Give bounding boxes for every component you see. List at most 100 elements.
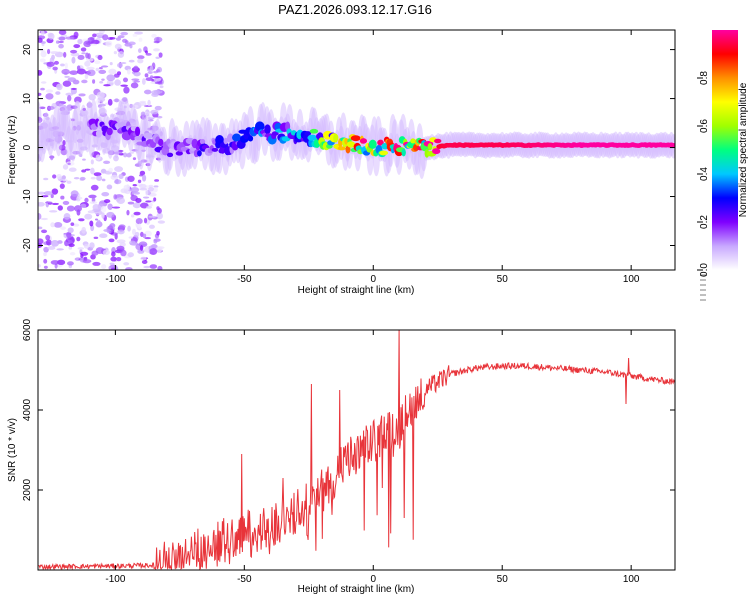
spectrogram-noise-speck	[56, 259, 66, 266]
spectrogram-ridge-blob	[232, 133, 242, 142]
spectrogram-noise-speck	[84, 168, 91, 171]
spectrogram-noise-speck	[156, 230, 160, 236]
spectrogram-noise-speck	[90, 176, 96, 180]
spectrogram-ridge-blob	[432, 148, 441, 155]
spectrogram-noise-speck	[55, 40, 60, 44]
spectrogram-noise-speck	[77, 38, 83, 45]
spectrogram-noise-speck	[38, 238, 44, 245]
spectrogram-x-label: Height of straight line (km)	[298, 285, 415, 296]
spectrogram-noise-speck	[144, 73, 149, 78]
spectrogram-noise-speck	[132, 157, 137, 161]
spectrogram-noise-speck	[151, 33, 157, 38]
spectrogram-noise-speck	[99, 80, 104, 84]
spectrogram-noise-speck	[110, 256, 117, 262]
spectrogram-noise-speck	[56, 248, 64, 251]
spectrogram-noise-speck	[116, 257, 122, 262]
spectrogram-noise-speck	[66, 205, 75, 212]
spectrogram-frame	[37, 29, 676, 271]
spectrogram-noise-speck	[44, 201, 53, 204]
y-tick-label: 20	[22, 44, 33, 56]
spectrogram-noise-speck	[40, 87, 45, 91]
spectrogram-noise-speck	[90, 159, 94, 165]
spectrogram-noise-speck	[118, 224, 126, 229]
spectrogram-noise-speck	[93, 236, 99, 239]
spectrogram-noise-speck	[112, 206, 121, 209]
spectrogram-noise-speck	[117, 35, 125, 39]
spectrogram-ridge-blob	[307, 134, 318, 141]
spectrogram-noise-speck	[59, 183, 65, 189]
spectrogram-noise-speck	[38, 69, 43, 76]
spectrogram-noise-speck	[43, 62, 47, 65]
spectrogram-noise-speck	[93, 172, 102, 177]
spectrogram-noise-speck	[148, 215, 157, 218]
spectrogram-ridge-blob	[255, 121, 265, 132]
spectrogram-noise-speck	[108, 68, 117, 75]
spectrogram-ridge-blob	[143, 132, 154, 139]
colorbar-tick-label: 0.2	[699, 215, 710, 229]
spectrogram-y-label: Frequency (Hz)	[7, 116, 18, 185]
spectrogram-noise-speck	[43, 191, 53, 196]
spectrogram-noise-speck	[138, 37, 143, 42]
spectrogram-ridge-blob	[350, 135, 361, 142]
spectrogram-noise-speck	[45, 93, 54, 100]
spectrogram-noise-speck	[114, 43, 122, 50]
snr-x-label: Height of straight line (km)	[298, 584, 415, 595]
spectrogram-noise-speck	[64, 75, 70, 78]
spectrogram-ridge-blob	[333, 133, 339, 143]
x-tick-label: 0	[370, 574, 376, 585]
spectrogram-noise-speck	[132, 33, 138, 37]
spectrogram-noise-speck	[156, 66, 163, 73]
spectrogram-ridge-blob	[379, 150, 389, 156]
spectrogram-noise-speck	[129, 240, 136, 245]
spectrogram-ridge-blob	[199, 138, 206, 145]
spectrogram-noise-speck	[130, 186, 140, 193]
spectrogram-noise-speck	[45, 234, 51, 241]
spectrogram-noise-speck	[145, 77, 153, 82]
spectrogram-noise-speck	[126, 209, 130, 216]
spectrogram-noise-speck	[81, 52, 86, 55]
spectrogram-noise-speck	[149, 264, 158, 269]
spectrogram-noise-speck	[153, 90, 163, 94]
colorbar: 0.0 0.2 0.4 0.6 0.8 Normalized spectral ampl…	[697, 30, 749, 301]
spectrogram-noise-speck	[38, 201, 45, 207]
spectrogram-noise-speck	[149, 202, 153, 207]
spectrogram-noise-speck	[68, 243, 75, 248]
spectrogram-noise-speck	[99, 233, 108, 239]
spectrogram-noise-speck	[139, 187, 147, 191]
spectrogram-noise-speck	[67, 95, 72, 102]
spectrogram-noise-speck	[38, 264, 41, 268]
spectrogram-ridge-blob	[368, 139, 377, 149]
spectrogram-noise-speck	[65, 36, 75, 40]
spectrogram-noise-speck	[51, 188, 59, 195]
spectrogram-noise-speck	[80, 47, 87, 52]
colorbar-tick-label: 0.4	[699, 167, 710, 181]
spectrogram-noise-speck	[145, 52, 152, 56]
spectrogram-noise-speck	[110, 267, 116, 270]
spectrogram-noise-speck	[56, 84, 62, 89]
spectrogram-noise-speck	[156, 212, 163, 220]
spectrogram-noise-speck	[97, 55, 103, 61]
spectrogram-noise-speck	[105, 40, 113, 48]
spectrogram-noise-speck	[139, 174, 144, 177]
spectrogram-noise-speck	[43, 177, 49, 181]
spectrogram-noise-speck	[80, 203, 87, 208]
spectrogram-noise-speck	[98, 30, 105, 34]
spectrogram-noise-speck	[137, 179, 142, 184]
x-tick-label: 50	[497, 574, 509, 585]
spectrogram-noise-speck	[123, 86, 130, 94]
spectrogram-noise-speck	[102, 249, 110, 256]
spectrogram-noise-speck	[60, 63, 65, 67]
x-tick-label: 100	[623, 574, 640, 585]
spectrogram-noise-speck	[89, 242, 95, 249]
spectrogram-noise-speck	[113, 179, 122, 185]
spectrogram-noise-speck	[49, 57, 55, 64]
spectrogram-noise-speck	[43, 258, 48, 264]
spectrogram-noise-speck	[40, 30, 45, 36]
spectrogram-noise-speck	[73, 177, 80, 180]
spectrogram-ridge-blob	[95, 129, 102, 138]
spectrogram-ridge-blob	[377, 139, 384, 146]
spectrogram-noise-speck	[111, 251, 116, 257]
spectrogram-noise-speck	[107, 203, 113, 210]
spectrogram-ridge-blob	[211, 147, 219, 152]
spectrogram-noise-speck	[95, 32, 105, 36]
